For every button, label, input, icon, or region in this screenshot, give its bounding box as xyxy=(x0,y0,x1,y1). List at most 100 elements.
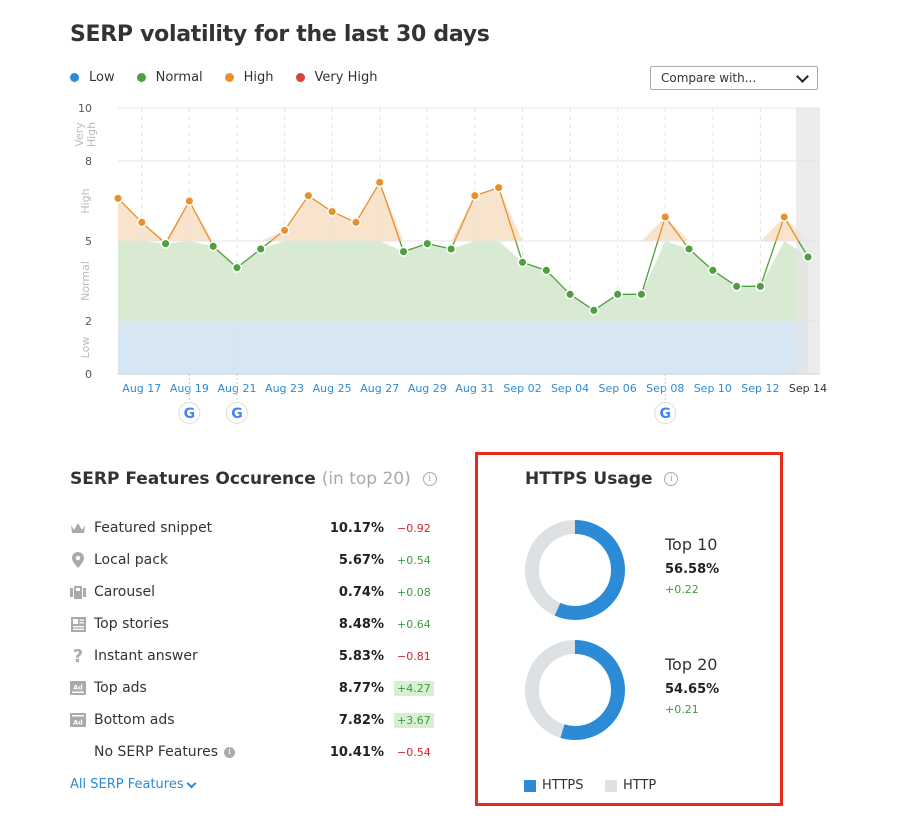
normal-area xyxy=(118,241,808,321)
feature-label: Top stories xyxy=(94,616,169,632)
data-point xyxy=(350,217,361,228)
data-point xyxy=(208,241,219,252)
feature-percent: 5.67% xyxy=(338,552,384,568)
feature-percent: 5.83% xyxy=(338,648,384,664)
legend-very-high-label: Very High xyxy=(314,70,378,85)
x-tick-label: Sep 04 xyxy=(551,382,589,395)
x-tick-label: Aug 17 xyxy=(122,382,161,395)
legend-normal[interactable]: Normal xyxy=(136,70,203,85)
x-tick-label: Aug 21 xyxy=(217,382,256,395)
feature-delta: −0.81 xyxy=(397,649,431,663)
feature-delta: −0.92 xyxy=(397,521,431,535)
data-point xyxy=(565,289,576,300)
band-label: High xyxy=(79,188,92,213)
data-point xyxy=(398,246,409,257)
y-tick-label: 5 xyxy=(85,235,92,248)
series-line-segment xyxy=(117,197,143,223)
data-point xyxy=(327,206,338,217)
serp-feature-row: ? Instant answer 5.83% −0.81 xyxy=(70,645,440,667)
series-line-segment xyxy=(640,240,659,295)
feature-label: Top ads xyxy=(94,680,147,696)
feature-percent: 8.77% xyxy=(338,680,384,696)
feature-delta: −0.54 xyxy=(397,745,431,759)
data-point xyxy=(112,193,124,204)
serp-features-title: SERP Features Occurence (in top 20) i xyxy=(70,469,437,489)
chart-legend: Low Normal High Very High xyxy=(70,70,377,85)
info-icon[interactable]: i xyxy=(664,472,679,486)
x-tick-label: Sep 02 xyxy=(503,382,541,395)
y-tick-label: 0 xyxy=(85,368,92,381)
data-point xyxy=(517,257,528,268)
x-tick-label: Aug 19 xyxy=(170,382,209,395)
band-label: Low xyxy=(79,337,92,359)
legend-low[interactable]: Low xyxy=(70,70,115,85)
legend-high-dot xyxy=(224,73,234,82)
data-point xyxy=(707,265,718,276)
feature-label: Bottom ads xyxy=(94,712,175,728)
current-day-highlight xyxy=(796,108,820,374)
data-point xyxy=(660,211,671,223)
ad-top-icon: Ad xyxy=(70,680,86,696)
data-point xyxy=(303,190,314,201)
info-icon[interactable]: i xyxy=(422,472,437,486)
data-point xyxy=(612,289,623,300)
https-usage-highlight-box xyxy=(475,452,783,806)
feature-label: Carousel xyxy=(94,584,156,600)
compare-dropdown-label: Compare with... xyxy=(661,71,757,85)
http-legend-label: HTTP xyxy=(623,778,657,793)
feature-label: No SERP Features xyxy=(94,744,219,760)
legend-very-high[interactable]: Very High xyxy=(295,70,378,85)
legend-normal-label: Normal xyxy=(155,70,203,85)
data-point xyxy=(255,243,266,255)
feature-delta: +0.64 xyxy=(397,617,431,631)
http-swatch xyxy=(605,779,617,792)
data-point xyxy=(493,182,504,193)
serp-feature-row: Local pack 5.67% +0.54 xyxy=(70,549,440,571)
y-tick-label: 10 xyxy=(78,102,92,115)
serp-features-subtitle: (in top 20) xyxy=(321,469,411,489)
feature-percent: 7.82% xyxy=(338,712,384,728)
data-point xyxy=(279,225,290,236)
google-update-marker xyxy=(178,402,201,424)
ad-bottom-icon: Ad xyxy=(70,712,86,728)
feature-label: Featured snippet xyxy=(94,520,213,536)
legend-high-label: High xyxy=(243,70,274,85)
band-label: Normal xyxy=(79,261,92,301)
y-tick-label: 8 xyxy=(85,155,92,168)
volatility-chart: 0 2 5 8 10 VeryHigh High Normal Low Aug 17 Aug 19 A… xyxy=(73,102,827,424)
series-line-segment xyxy=(284,195,309,231)
https-usage-title-text: HTTPS Usage xyxy=(525,469,653,489)
https-legend-item: HTTPS xyxy=(524,778,584,793)
news-icon xyxy=(70,616,86,632)
all-serp-features-label: All SERP Features xyxy=(70,777,184,792)
google-icon: G xyxy=(659,406,671,422)
series-line-segment xyxy=(759,240,777,287)
all-serp-features-link[interactable]: All SERP Features xyxy=(70,777,197,792)
legend-normal-dot xyxy=(136,73,146,82)
legend-high[interactable]: High xyxy=(224,70,274,85)
feature-delta: +3.67 xyxy=(394,712,434,728)
x-tick-label: Sep 06 xyxy=(599,382,637,395)
x-tick-label: Aug 23 xyxy=(265,382,304,395)
info-icon[interactable]: i xyxy=(224,746,236,758)
feature-delta: +4.27 xyxy=(394,680,434,696)
question-icon: ? xyxy=(72,645,84,667)
data-point xyxy=(683,243,695,255)
data-point xyxy=(446,243,457,255)
no-icon xyxy=(70,744,86,760)
http-legend-item: HTTP xyxy=(605,778,656,793)
feature-delta: +0.08 xyxy=(397,585,431,599)
compare-dropdown[interactable]: Compare with... xyxy=(650,66,818,90)
series-line-segment xyxy=(688,248,714,271)
google-update-marker xyxy=(654,402,677,424)
feature-percent: 0.74% xyxy=(338,584,384,600)
feature-percent: 8.48% xyxy=(338,616,384,632)
low-band xyxy=(118,321,808,374)
google-icon: G xyxy=(184,406,196,422)
google-update-marker xyxy=(225,402,248,424)
top20-pct: 54.65% xyxy=(665,682,720,697)
data-point xyxy=(541,265,552,276)
serp-feature-row: Featured snippet 10.17% −0.92 xyxy=(70,517,440,539)
feature-delta: +0.54 xyxy=(397,553,431,567)
y-tick-label: 2 xyxy=(85,315,92,328)
